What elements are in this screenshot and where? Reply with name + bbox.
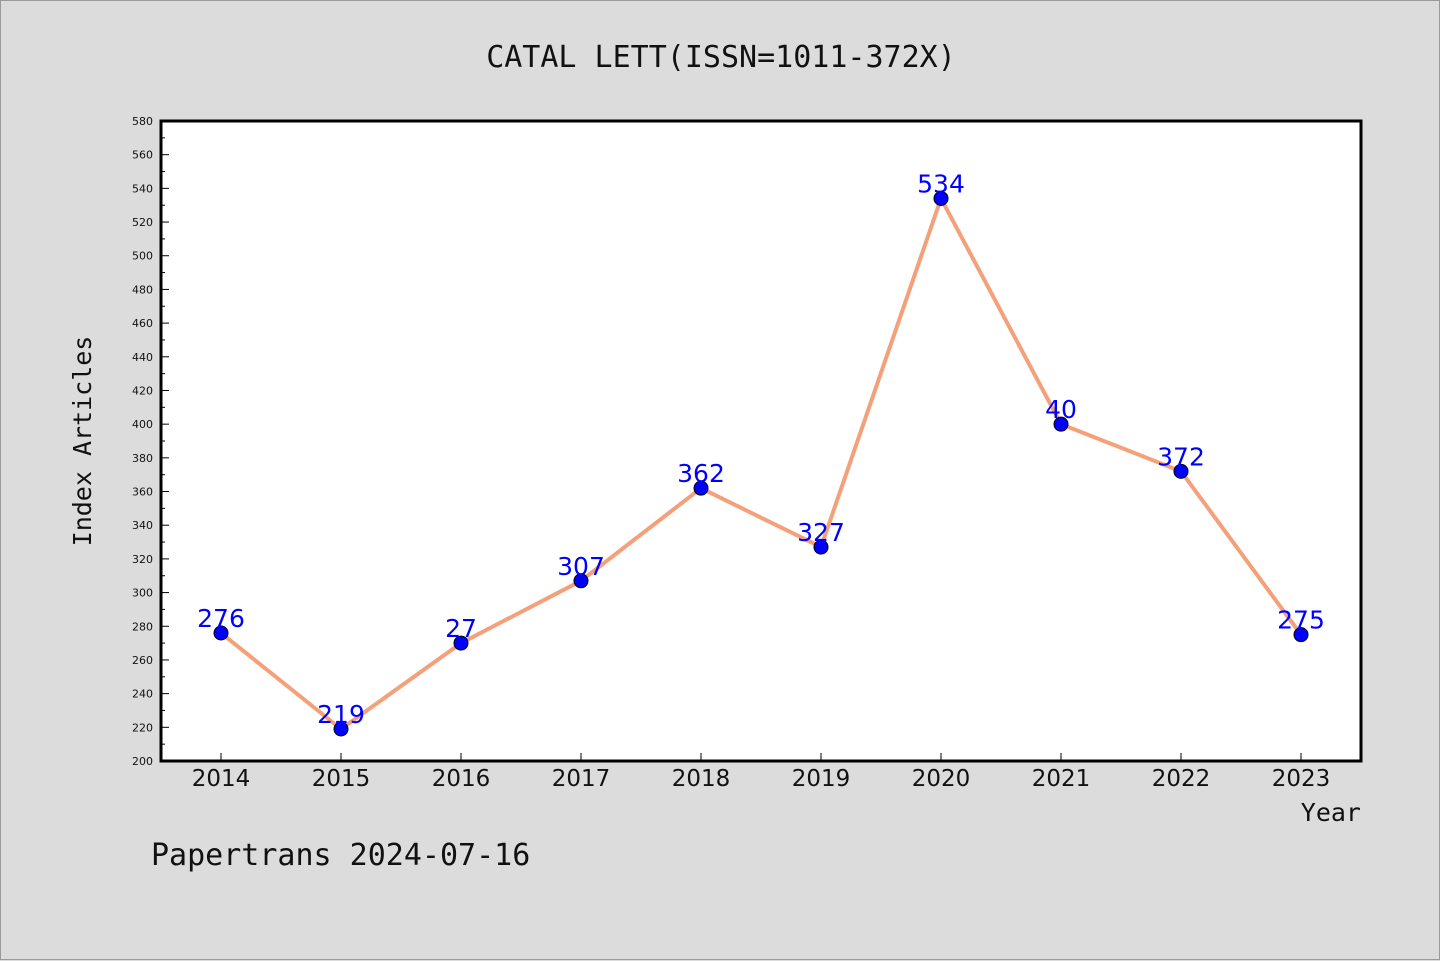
y-tick-label: 260 bbox=[132, 654, 153, 667]
data-label: 534 bbox=[917, 169, 965, 198]
x-tick-label: 2017 bbox=[552, 766, 611, 792]
data-label: 372 bbox=[1157, 442, 1205, 471]
data-point bbox=[933, 190, 949, 206]
data-point bbox=[213, 625, 229, 641]
y-tick-label: 480 bbox=[132, 283, 153, 296]
data-label: 275 bbox=[1277, 606, 1325, 635]
data-label: 219 bbox=[317, 700, 365, 729]
y-tick-label: 460 bbox=[132, 317, 153, 330]
data-point bbox=[1053, 416, 1069, 432]
chart-title: CATAL LETT(ISSN=1011-372X) bbox=[486, 40, 956, 75]
data-label: 362 bbox=[677, 459, 725, 488]
series-layer: 276 219 27 307 362 327 534 40 372 275 bbox=[197, 169, 1325, 737]
data-label: 40 bbox=[1045, 395, 1077, 424]
y-tick-label: 300 bbox=[132, 587, 153, 600]
x-tick-label: 2014 bbox=[192, 766, 251, 792]
y-tick-label: 240 bbox=[132, 688, 153, 701]
data-point bbox=[333, 721, 349, 737]
x-tick-label: 2016 bbox=[432, 766, 491, 792]
data-label: 276 bbox=[197, 604, 245, 633]
y-tick-label: 500 bbox=[132, 250, 153, 263]
x-tick-label: 2020 bbox=[912, 766, 971, 792]
x-tick-label: 2018 bbox=[672, 766, 731, 792]
data-label: 27 bbox=[445, 614, 477, 643]
y-tick-label: 200 bbox=[132, 755, 153, 768]
y-tick-label: 320 bbox=[132, 553, 153, 566]
data-point bbox=[693, 480, 709, 496]
x-tick-label: 2022 bbox=[1152, 766, 1211, 792]
series-line bbox=[219, 196, 1303, 731]
footer-text: Papertrans 2024-07-16 bbox=[151, 838, 530, 873]
x-tick-label: 2019 bbox=[792, 766, 851, 792]
y-tick-label: 280 bbox=[132, 620, 153, 633]
data-point bbox=[1293, 627, 1309, 643]
x-tick-label: 2015 bbox=[312, 766, 371, 792]
y-tick-label: 540 bbox=[132, 182, 153, 195]
data-label: 327 bbox=[797, 518, 845, 547]
data-point bbox=[453, 635, 469, 651]
y-tick-label: 380 bbox=[132, 452, 153, 465]
y-tick-label: 420 bbox=[132, 384, 153, 397]
data-point bbox=[813, 539, 829, 555]
y-tick-label: 520 bbox=[132, 216, 153, 229]
x-axis-title: Year bbox=[1301, 798, 1361, 827]
x-tick-label: 2021 bbox=[1032, 766, 1091, 792]
plot-area bbox=[161, 121, 1361, 761]
y-tick-label: 340 bbox=[132, 519, 153, 532]
data-point bbox=[1173, 463, 1189, 479]
y-axis-title: Index Articles bbox=[68, 336, 97, 547]
x-tick-label: 2023 bbox=[1272, 766, 1331, 792]
y-tick-label: 220 bbox=[132, 721, 153, 734]
data-point bbox=[573, 573, 589, 589]
plot-border bbox=[159, 119, 1363, 763]
data-label: 307 bbox=[557, 552, 605, 581]
axis-ticks: 200 220 240 260 280 300 320 340 360 380 400 420 440 4… bbox=[132, 115, 1330, 792]
y-tick-label: 440 bbox=[132, 351, 153, 364]
y-tick-label: 400 bbox=[132, 418, 153, 431]
y-tick-label: 360 bbox=[132, 486, 153, 499]
y-tick-label: 580 bbox=[132, 115, 153, 128]
y-tick-label: 560 bbox=[132, 149, 153, 162]
